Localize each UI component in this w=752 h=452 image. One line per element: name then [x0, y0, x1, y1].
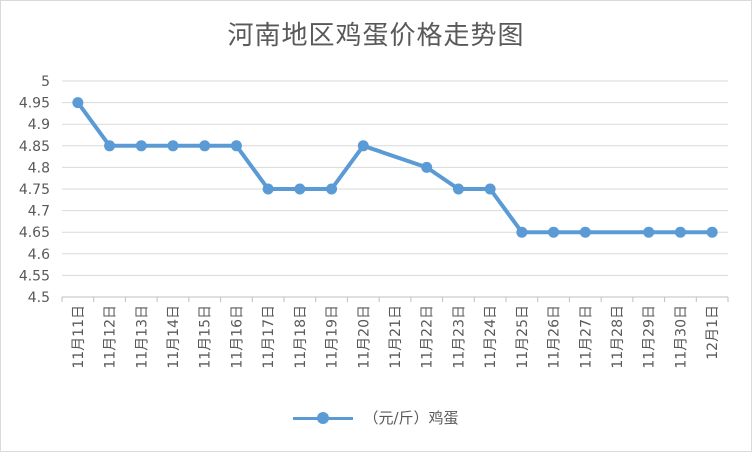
- data-point: [579, 226, 591, 238]
- data-point: [357, 140, 369, 152]
- y-tick-label: 4.5: [28, 290, 50, 306]
- x-tick-label: 11月25日: [515, 305, 531, 369]
- x-tick-label: 11月23日: [451, 305, 467, 369]
- y-tick-label: 4.65: [19, 225, 50, 241]
- y-tick-label: 4.85: [19, 139, 50, 155]
- x-tick-label: 11月11日: [71, 305, 87, 369]
- x-tick-label: 11月22日: [420, 305, 436, 369]
- x-tick-label: 11月18日: [293, 305, 309, 369]
- series-points: [72, 97, 718, 238]
- x-tick-label: 11月14日: [166, 305, 182, 369]
- data-point: [484, 183, 496, 195]
- legend-label: （元/斤）鸡蛋: [363, 409, 459, 427]
- y-tick-label: 5: [41, 74, 50, 90]
- x-tick-label: 11月26日: [547, 305, 563, 369]
- x-tick-label: 11月24日: [483, 305, 499, 369]
- data-point: [262, 183, 274, 195]
- x-tick-label: 11月27日: [578, 305, 594, 369]
- data-point: [326, 183, 338, 195]
- x-tick-label: 11月17日: [261, 305, 277, 369]
- data-point: [294, 183, 306, 195]
- x-tick-label: 11月28日: [610, 305, 626, 369]
- data-point: [199, 140, 211, 152]
- data-point: [643, 226, 655, 238]
- y-tick-label: 4.8: [28, 160, 50, 176]
- x-tick-label: 11月16日: [229, 305, 245, 369]
- data-point: [706, 226, 718, 238]
- data-point: [452, 183, 464, 195]
- x-axis: 11月11日 11月12日 11月13日 11月14日 11月15日 11月16日 11月1…: [61, 296, 729, 369]
- x-tick-label: 12月1日: [705, 305, 721, 360]
- x-tick-label: 11月12日: [103, 305, 119, 369]
- x-tick-label: 11月13日: [134, 305, 150, 369]
- data-point: [421, 161, 433, 173]
- data-point: [72, 97, 84, 109]
- legend-swatch: [293, 408, 354, 428]
- data-point: [674, 226, 686, 238]
- y-tick-label: 4.7: [28, 204, 50, 220]
- data-point: [516, 226, 528, 238]
- y-tick-label: 4.75: [19, 182, 50, 198]
- y-tick-label: 4.6: [28, 247, 50, 263]
- x-tick-label: 11月19日: [325, 305, 341, 369]
- data-point: [135, 140, 147, 152]
- data-point: [548, 226, 560, 238]
- data-point: [104, 140, 116, 152]
- data-point: [230, 140, 242, 152]
- line-chart: 4.5 4.55 4.6 4.65 4.7 4.75 4.8 4.85 4.9 4.95 5 11月…: [19, 74, 729, 369]
- y-axis-ticks: 4.5 4.55 4.6 4.65 4.7 4.75 4.8 4.85 4.9 4.95 5: [19, 74, 50, 306]
- y-tick-label: 4.95: [19, 96, 50, 112]
- data-point: [167, 140, 179, 152]
- gridlines: [62, 80, 728, 298]
- legend: （元/斤）鸡蛋: [1, 407, 751, 428]
- x-tick-label: 11月29日: [642, 305, 658, 369]
- y-tick-label: 4.55: [19, 268, 50, 284]
- chart-title: 河南地区鸡蛋价格走势图: [227, 21, 525, 51]
- y-tick-label: 4.9: [28, 117, 50, 133]
- x-tick-label: 11月30日: [673, 305, 689, 369]
- x-tick-label: 11月20日: [356, 305, 372, 369]
- x-tick-label: 11月21日: [388, 305, 404, 369]
- x-tick-label: 11月15日: [198, 305, 214, 369]
